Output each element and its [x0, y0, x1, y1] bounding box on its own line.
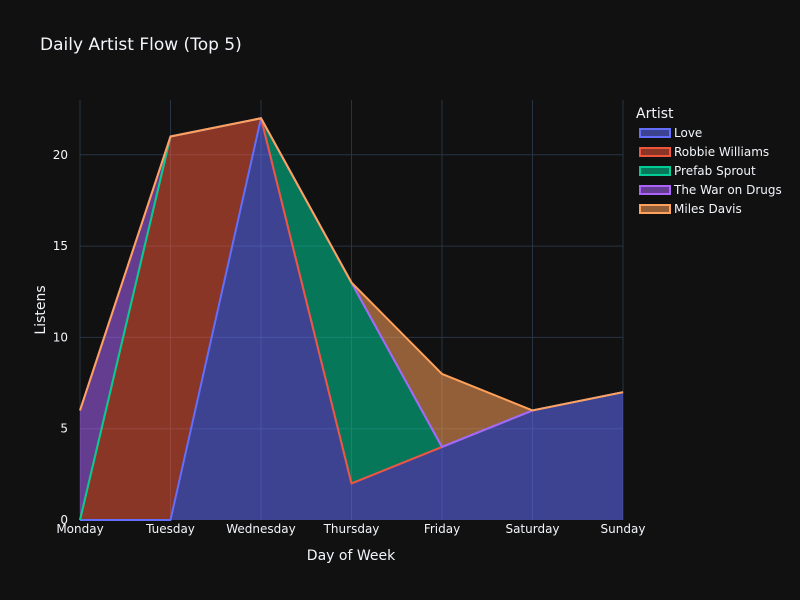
y-tick-label-0: 0 [60, 513, 68, 527]
x-tick-label-tuesday: Tuesday [145, 522, 195, 536]
x-tick-label-monday: Monday [56, 522, 103, 536]
y-tick-label-20: 20 [53, 148, 68, 162]
x-axis-ticks: Monday Tuesday Wednesday Thursday Friday Satu… [56, 522, 645, 536]
legend-label-the-war-on-drugs: The War on Drugs [673, 183, 782, 197]
y-tick-label-10: 10 [53, 330, 68, 344]
legend-title: Artist [636, 106, 674, 122]
legend-swatch-miles-davis [639, 204, 671, 214]
legend-swatch-love [639, 128, 671, 138]
legend-label-miles-davis: Miles Davis [674, 202, 742, 216]
area-love [80, 118, 623, 521]
legend-swatch-robbie-williams [639, 147, 671, 157]
area-prefab-sprout [80, 118, 623, 521]
x-axis-title: Day of Week [307, 548, 396, 564]
legend: Artist Love Robbie Williams Prefab Sprout T… [636, 106, 782, 216]
line-miles-davis [79, 117, 624, 412]
x-tick-label-wednesday: Wednesday [226, 522, 295, 536]
x-tick-label-sunday: Sunday [601, 522, 646, 536]
x-tick-label-friday: Friday [424, 522, 460, 536]
legend-label-prefab-sprout: Prefab Sprout [674, 164, 756, 178]
y-axis-title: Listens [33, 285, 49, 334]
series-lines [79, 117, 624, 521]
area-robbie-williams [80, 118, 623, 521]
x-tick-label-saturday: Saturday [505, 522, 559, 536]
y-tick-label-15: 15 [53, 239, 68, 253]
legend-swatch-the-war-on-drugs [639, 185, 671, 195]
legend-label-love: Love [674, 126, 702, 140]
x-tick-label-thursday: Thursday [323, 522, 380, 536]
y-axis-ticks: 0 5 10 15 20 [53, 148, 68, 527]
legend-label-robbie-williams: Robbie Williams [674, 145, 769, 159]
legend-swatch-prefab-sprout [639, 166, 671, 176]
chart-title: Daily Artist Flow (Top 5) [40, 35, 242, 55]
y-tick-label-5: 5 [60, 422, 68, 436]
